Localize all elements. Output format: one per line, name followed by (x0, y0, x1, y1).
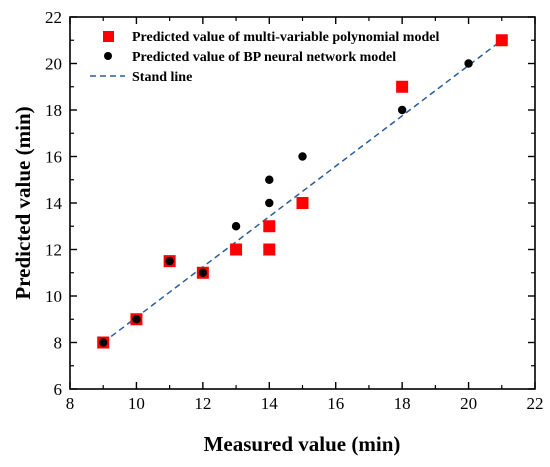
bp-network-point (165, 256, 174, 266)
bp-network-point (397, 105, 407, 115)
x-axis-title: Measured value (min) (204, 432, 401, 456)
x-tick-label: 8 (66, 394, 75, 413)
bp-network-point (265, 175, 274, 184)
x-tick-label: 20 (460, 394, 477, 413)
x-tick-label: 16 (327, 394, 344, 413)
x-tick-label: 22 (527, 394, 544, 413)
y-tick-label: 12 (45, 241, 62, 260)
y-tick-label: 10 (45, 287, 62, 306)
markers-layer (97, 34, 508, 349)
legend-circle-swatch (104, 52, 112, 60)
legend-label: Predicted value of multi-variable polyno… (132, 30, 439, 45)
legend: Predicted value of multi-variable polyno… (90, 30, 439, 85)
polynomial-point (296, 197, 309, 209)
y-axis-title: Predicted value (min) (11, 106, 35, 299)
legend-square-swatch (103, 31, 114, 42)
polynomial-point (396, 80, 409, 93)
x-tick-label: 12 (194, 394, 211, 413)
x-tick-label: 14 (261, 394, 279, 413)
x-tick-label: 10 (128, 394, 145, 413)
y-tick-label: 6 (54, 380, 63, 399)
y-tick-label: 8 (54, 334, 63, 353)
x-tick-label: 18 (394, 394, 411, 413)
bp-network-point (198, 268, 208, 277)
bp-network-point (231, 222, 241, 231)
legend-label: Predicted value of BP neural network mod… (132, 50, 396, 65)
bp-network-point (298, 152, 307, 161)
y-tick-label: 18 (45, 101, 62, 120)
y-tick-label: 20 (45, 55, 62, 74)
stand-line-layer (102, 39, 503, 344)
y-tick-label: 14 (45, 194, 63, 213)
stand-line (102, 39, 503, 344)
bp-network-point (99, 338, 108, 347)
y-tick-label: 22 (45, 8, 62, 27)
polynomial-point (263, 243, 276, 256)
polynomial-point (263, 220, 276, 233)
polynomial-point (230, 243, 243, 256)
bp-network-point (464, 59, 473, 68)
bp-network-point (265, 198, 274, 208)
bp-network-point (132, 315, 141, 324)
y-tick-label: 16 (45, 148, 62, 167)
polynomial-point (495, 34, 508, 47)
legend-label: Stand line (132, 70, 192, 85)
